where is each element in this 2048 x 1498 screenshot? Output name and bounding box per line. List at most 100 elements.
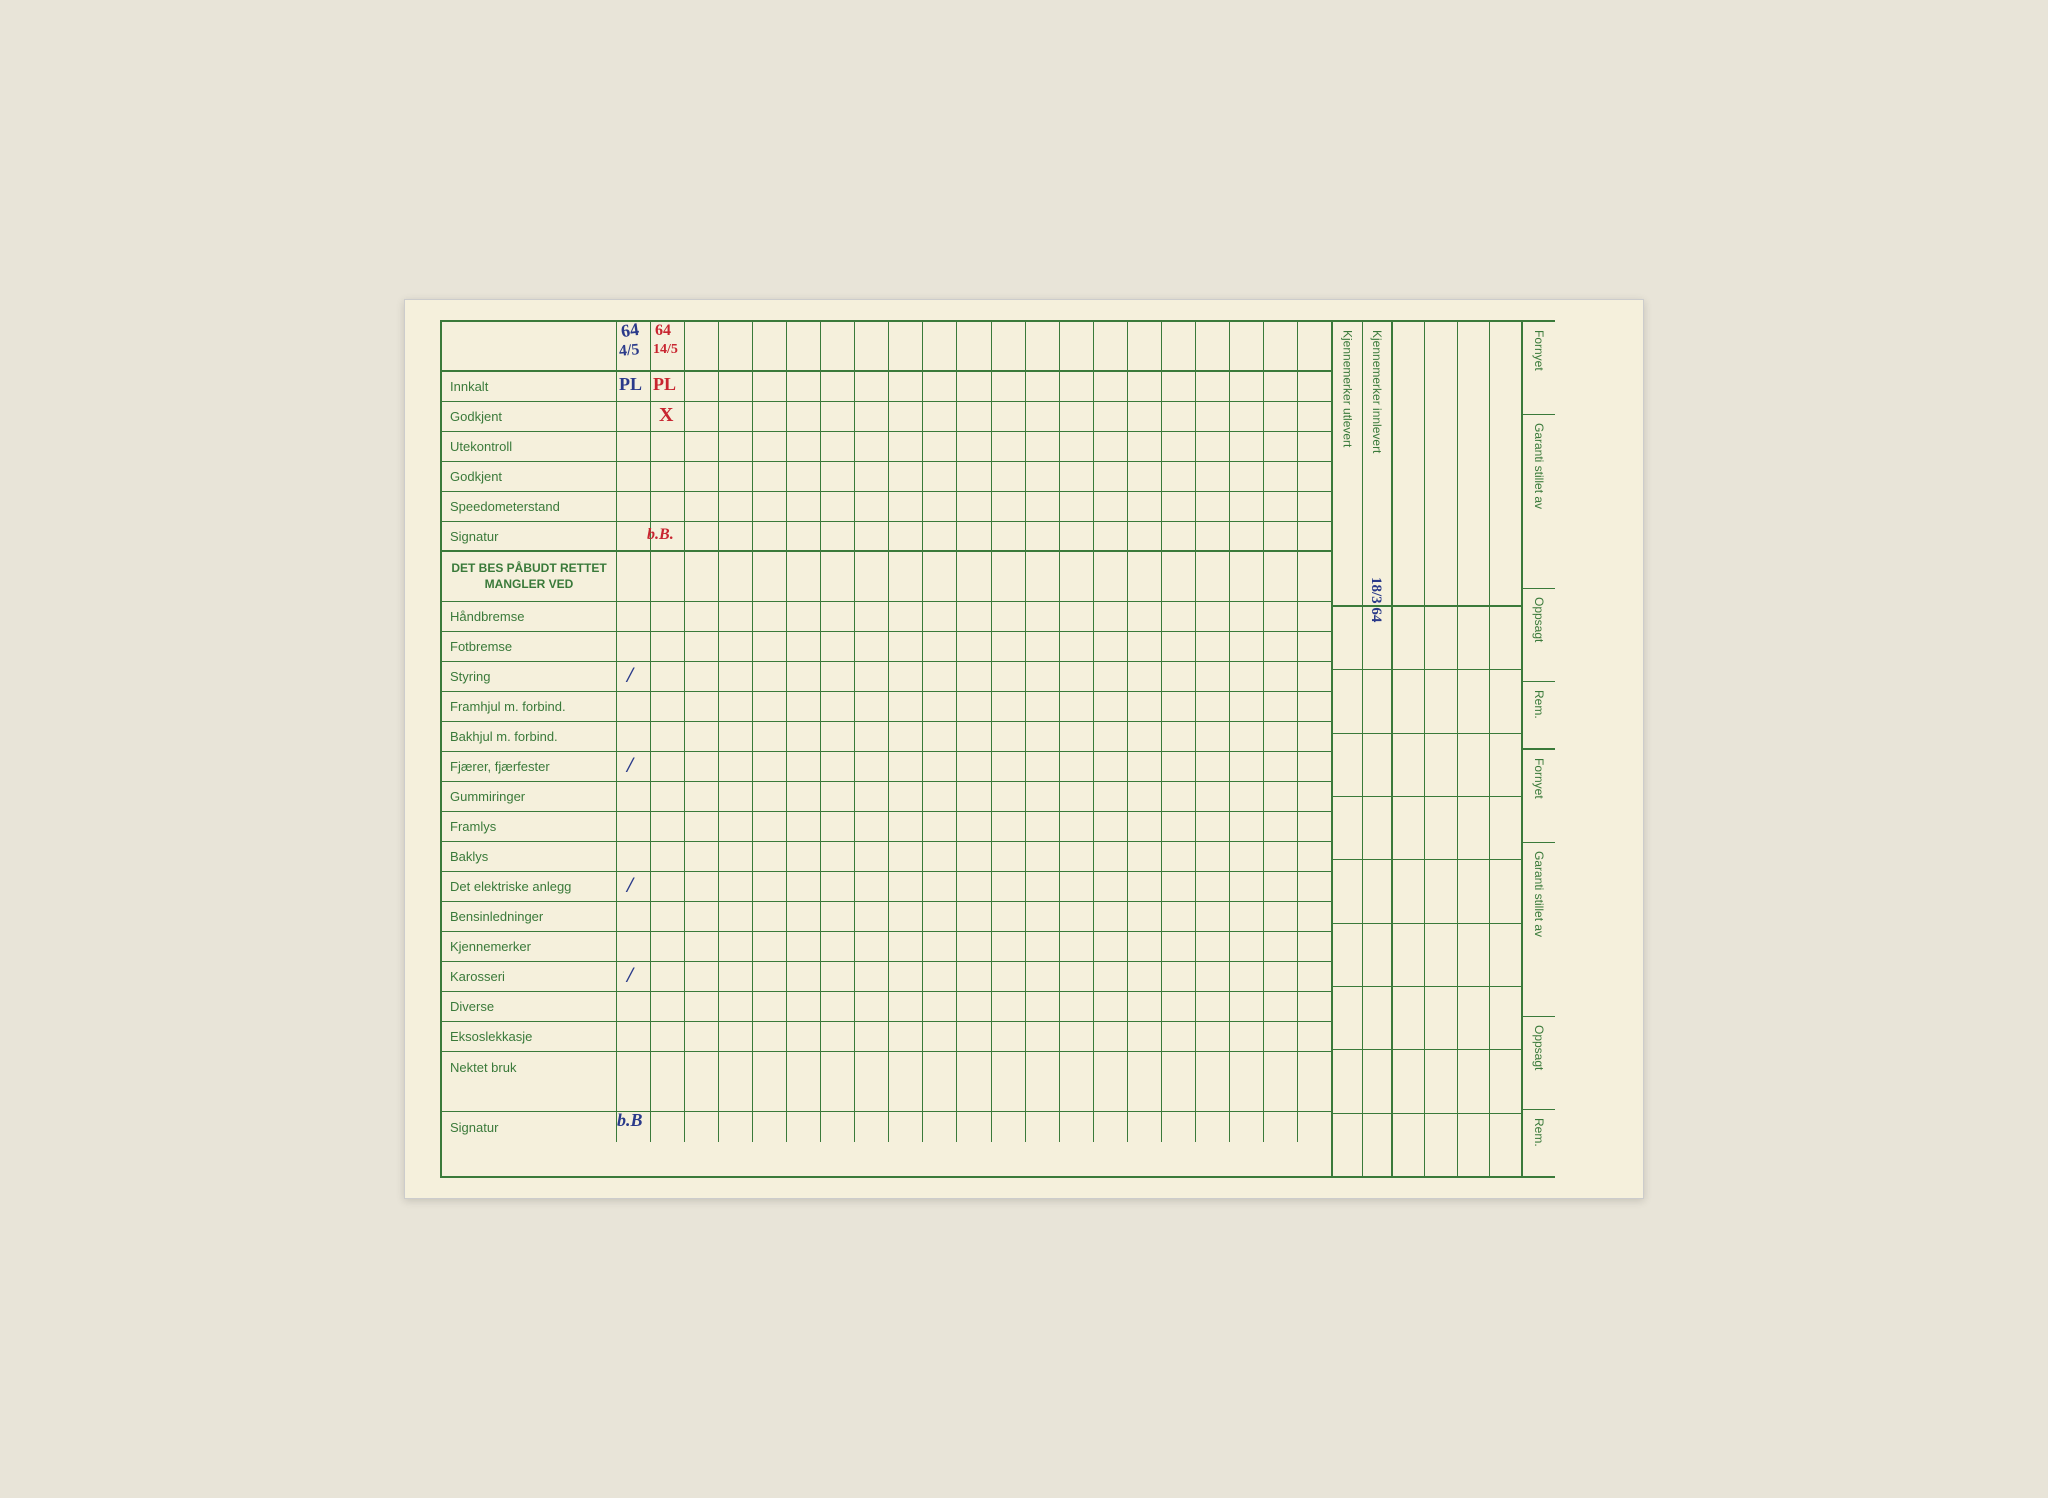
far-right-labels: Fornyet Garanti stillet av Oppsagt Rem. … <box>1523 320 1555 1178</box>
data-cell <box>651 752 685 781</box>
data-cell <box>1298 462 1331 491</box>
data-cell <box>889 492 923 521</box>
data-cell: b.B <box>617 1112 651 1142</box>
data-cell <box>1026 372 1060 401</box>
data-cell <box>719 492 753 521</box>
data-cell <box>753 402 787 431</box>
grid-subcell <box>1490 860 1521 923</box>
data-cell <box>889 372 923 401</box>
hw-date-red: 14/5 <box>653 342 678 358</box>
hw-year-blue: 64 <box>620 319 641 342</box>
data-cell <box>889 992 923 1021</box>
data-cell <box>1094 632 1128 661</box>
data-cell <box>855 402 889 431</box>
grid-subcell <box>1490 607 1521 670</box>
defect-label: Styring <box>442 662 617 691</box>
data-cell <box>821 552 855 601</box>
data-cells <box>617 602 1331 631</box>
data-cell <box>957 902 991 931</box>
data-cell <box>1026 842 1060 871</box>
defect-row: Styring/ <box>442 662 1331 692</box>
data-cell <box>1060 902 1094 931</box>
data-cells <box>617 692 1331 721</box>
data-cell <box>889 1022 923 1051</box>
data-cell <box>855 1052 889 1082</box>
data-cell <box>1196 552 1230 601</box>
data-cell <box>651 662 685 691</box>
data-cell <box>685 962 719 991</box>
data-cells <box>617 902 1331 931</box>
data-cell <box>1128 492 1162 521</box>
data-cell <box>1162 662 1196 691</box>
data-cell <box>855 812 889 841</box>
kj-cell <box>1333 987 1362 1050</box>
data-cell <box>787 462 821 491</box>
data-cell <box>719 1082 753 1111</box>
data-cell <box>753 782 787 811</box>
data-cell <box>821 662 855 691</box>
spacer-row <box>442 1082 1331 1112</box>
data-cell <box>787 322 821 370</box>
kj-cell <box>1363 1050 1391 1113</box>
data-cell <box>957 722 991 751</box>
data-cells <box>617 812 1331 841</box>
grid-subcell <box>1458 322 1489 607</box>
card-inner: 64 4/5 64 14/5 <box>440 320 1613 1178</box>
kj-cell <box>1363 987 1391 1050</box>
data-cell <box>1094 992 1128 1021</box>
data-cell <box>923 602 957 631</box>
data-cell <box>1162 1022 1196 1051</box>
data-cell <box>617 432 651 461</box>
data-cell <box>1128 402 1162 431</box>
grid-subcell <box>1490 322 1521 607</box>
data-cell <box>1196 522 1230 550</box>
defect-label: Bensinledninger <box>442 902 617 931</box>
header-label-empty <box>442 322 617 370</box>
data-cell <box>957 372 991 401</box>
data-cell <box>821 932 855 961</box>
data-cell <box>889 782 923 811</box>
data-cell <box>1060 432 1094 461</box>
data-cell <box>1264 322 1298 370</box>
grid-subcell <box>1458 797 1489 860</box>
data-cell <box>923 1082 957 1111</box>
hw-innkalt-blue: PL <box>619 374 642 395</box>
data-cell <box>992 842 1026 871</box>
data-cell <box>1230 842 1264 871</box>
data-cell <box>685 932 719 961</box>
data-cell: 64 14/5 <box>651 322 685 370</box>
data-cell <box>1196 402 1230 431</box>
data-cell <box>992 602 1026 631</box>
data-cell <box>855 432 889 461</box>
data-cell <box>1094 552 1128 601</box>
row-section-header: DET BES PÅBUDT RETTET MANGLER VED <box>442 552 1331 602</box>
data-cell <box>957 1112 991 1142</box>
data-cell <box>1162 722 1196 751</box>
data-cell <box>1264 372 1298 401</box>
data-cells: / <box>617 752 1331 781</box>
data-cell <box>787 752 821 781</box>
data-cells <box>617 492 1331 521</box>
data-cell <box>787 432 821 461</box>
data-cell <box>651 1082 685 1111</box>
defect-label: Framhjul m. forbind. <box>442 692 617 721</box>
grid-subcell <box>1490 924 1521 987</box>
kj-cell <box>1333 797 1362 860</box>
grid-subcell <box>1458 987 1489 1050</box>
data-cell <box>1230 492 1264 521</box>
data-cell <box>1264 402 1298 431</box>
data-cell <box>1094 602 1128 631</box>
data-cell <box>1162 1112 1196 1142</box>
data-cell <box>1196 722 1230 751</box>
grid-subcell <box>1393 670 1424 733</box>
data-cell <box>1094 782 1128 811</box>
grid-subcell <box>1393 322 1424 607</box>
kj-cell <box>1363 860 1391 923</box>
data-cell <box>1298 692 1331 721</box>
data-cell <box>992 432 1026 461</box>
grid-subcell <box>1458 860 1489 923</box>
data-cell <box>1162 402 1196 431</box>
kj-cell <box>1333 860 1362 923</box>
label-rem-2: Rem. <box>1523 1110 1555 1176</box>
data-cell <box>889 1082 923 1111</box>
